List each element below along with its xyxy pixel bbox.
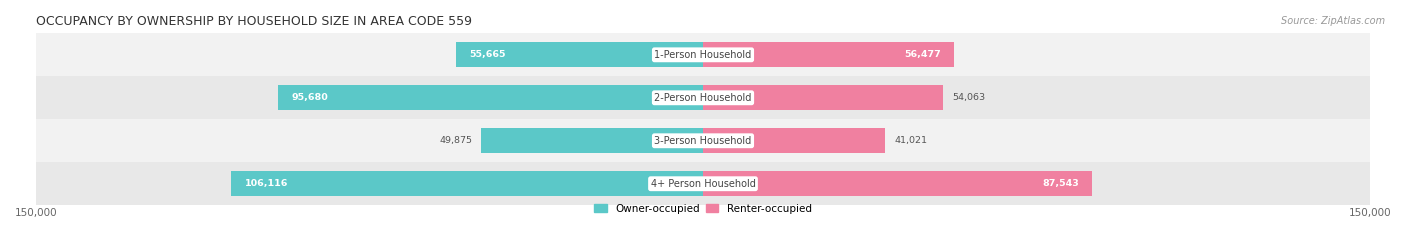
Text: 55,665: 55,665 — [470, 50, 505, 59]
Text: 49,875: 49,875 — [440, 136, 472, 145]
Bar — [37, 33, 1369, 76]
Bar — [278, 85, 703, 110]
Text: 56,477: 56,477 — [904, 50, 941, 59]
Text: OCCUPANCY BY OWNERSHIP BY HOUSEHOLD SIZE IN AREA CODE 559: OCCUPANCY BY OWNERSHIP BY HOUSEHOLD SIZE… — [37, 15, 472, 28]
Text: 3-Person Household: 3-Person Household — [654, 136, 752, 146]
Text: 95,680: 95,680 — [291, 93, 328, 102]
Text: 106,116: 106,116 — [245, 179, 288, 188]
Bar — [481, 128, 703, 153]
Bar — [456, 42, 703, 67]
Bar — [703, 128, 886, 153]
Bar — [37, 162, 1369, 205]
Bar — [703, 171, 1092, 196]
Bar — [37, 76, 1369, 119]
Legend: Owner-occupied, Renter-occupied: Owner-occupied, Renter-occupied — [595, 204, 811, 214]
Text: 1-Person Household: 1-Person Household — [654, 50, 752, 60]
Text: 54,063: 54,063 — [952, 93, 986, 102]
Text: 4+ Person Household: 4+ Person Household — [651, 179, 755, 189]
Bar — [232, 171, 703, 196]
Text: 2-Person Household: 2-Person Household — [654, 93, 752, 103]
Text: 41,021: 41,021 — [894, 136, 927, 145]
Text: 87,543: 87,543 — [1042, 179, 1078, 188]
Bar — [703, 85, 943, 110]
Bar — [37, 119, 1369, 162]
Bar — [703, 42, 955, 67]
Text: Source: ZipAtlas.com: Source: ZipAtlas.com — [1281, 16, 1385, 26]
